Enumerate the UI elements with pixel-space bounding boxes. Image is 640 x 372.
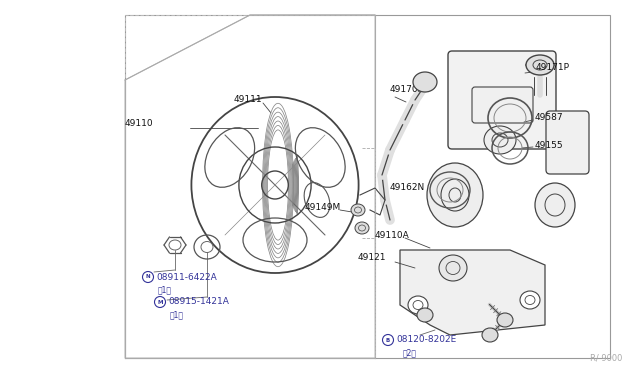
Ellipse shape (355, 222, 369, 234)
FancyBboxPatch shape (472, 87, 533, 123)
Text: M: M (157, 299, 163, 305)
Text: B: B (386, 337, 390, 343)
Ellipse shape (408, 296, 428, 314)
Bar (125, 15, 375, 358)
Text: 49155: 49155 (535, 141, 564, 150)
Ellipse shape (417, 308, 433, 322)
Text: 〈1〉: 〈1〉 (170, 311, 184, 320)
FancyBboxPatch shape (448, 51, 556, 149)
Text: 49587: 49587 (535, 113, 564, 122)
Text: 49110: 49110 (125, 119, 154, 128)
Text: 49111: 49111 (234, 94, 262, 103)
Bar (125, 15, 610, 358)
Text: 49110A: 49110A (375, 231, 410, 240)
Ellipse shape (413, 72, 437, 92)
Text: 〈1〉: 〈1〉 (158, 285, 172, 295)
Ellipse shape (351, 204, 365, 216)
Text: 〈2〉: 〈2〉 (403, 349, 417, 357)
Ellipse shape (439, 255, 467, 281)
Text: 49162N: 49162N (390, 183, 425, 192)
Polygon shape (400, 250, 545, 335)
Text: 49121: 49121 (358, 253, 387, 263)
Ellipse shape (484, 126, 516, 154)
Ellipse shape (482, 328, 498, 342)
Ellipse shape (535, 183, 575, 227)
Text: N: N (146, 275, 150, 279)
Text: 49170M: 49170M (390, 86, 426, 94)
Ellipse shape (520, 291, 540, 309)
Text: 08911-6422A: 08911-6422A (156, 273, 217, 282)
Text: 08915-1421A: 08915-1421A (168, 298, 229, 307)
Text: 49171P: 49171P (536, 64, 570, 73)
FancyBboxPatch shape (546, 111, 589, 174)
Text: 08120-8202E: 08120-8202E (396, 336, 456, 344)
Ellipse shape (526, 55, 554, 75)
Text: R/ 9000: R/ 9000 (590, 353, 622, 362)
Ellipse shape (497, 313, 513, 327)
Text: 49149M: 49149M (305, 202, 341, 212)
Ellipse shape (427, 163, 483, 227)
